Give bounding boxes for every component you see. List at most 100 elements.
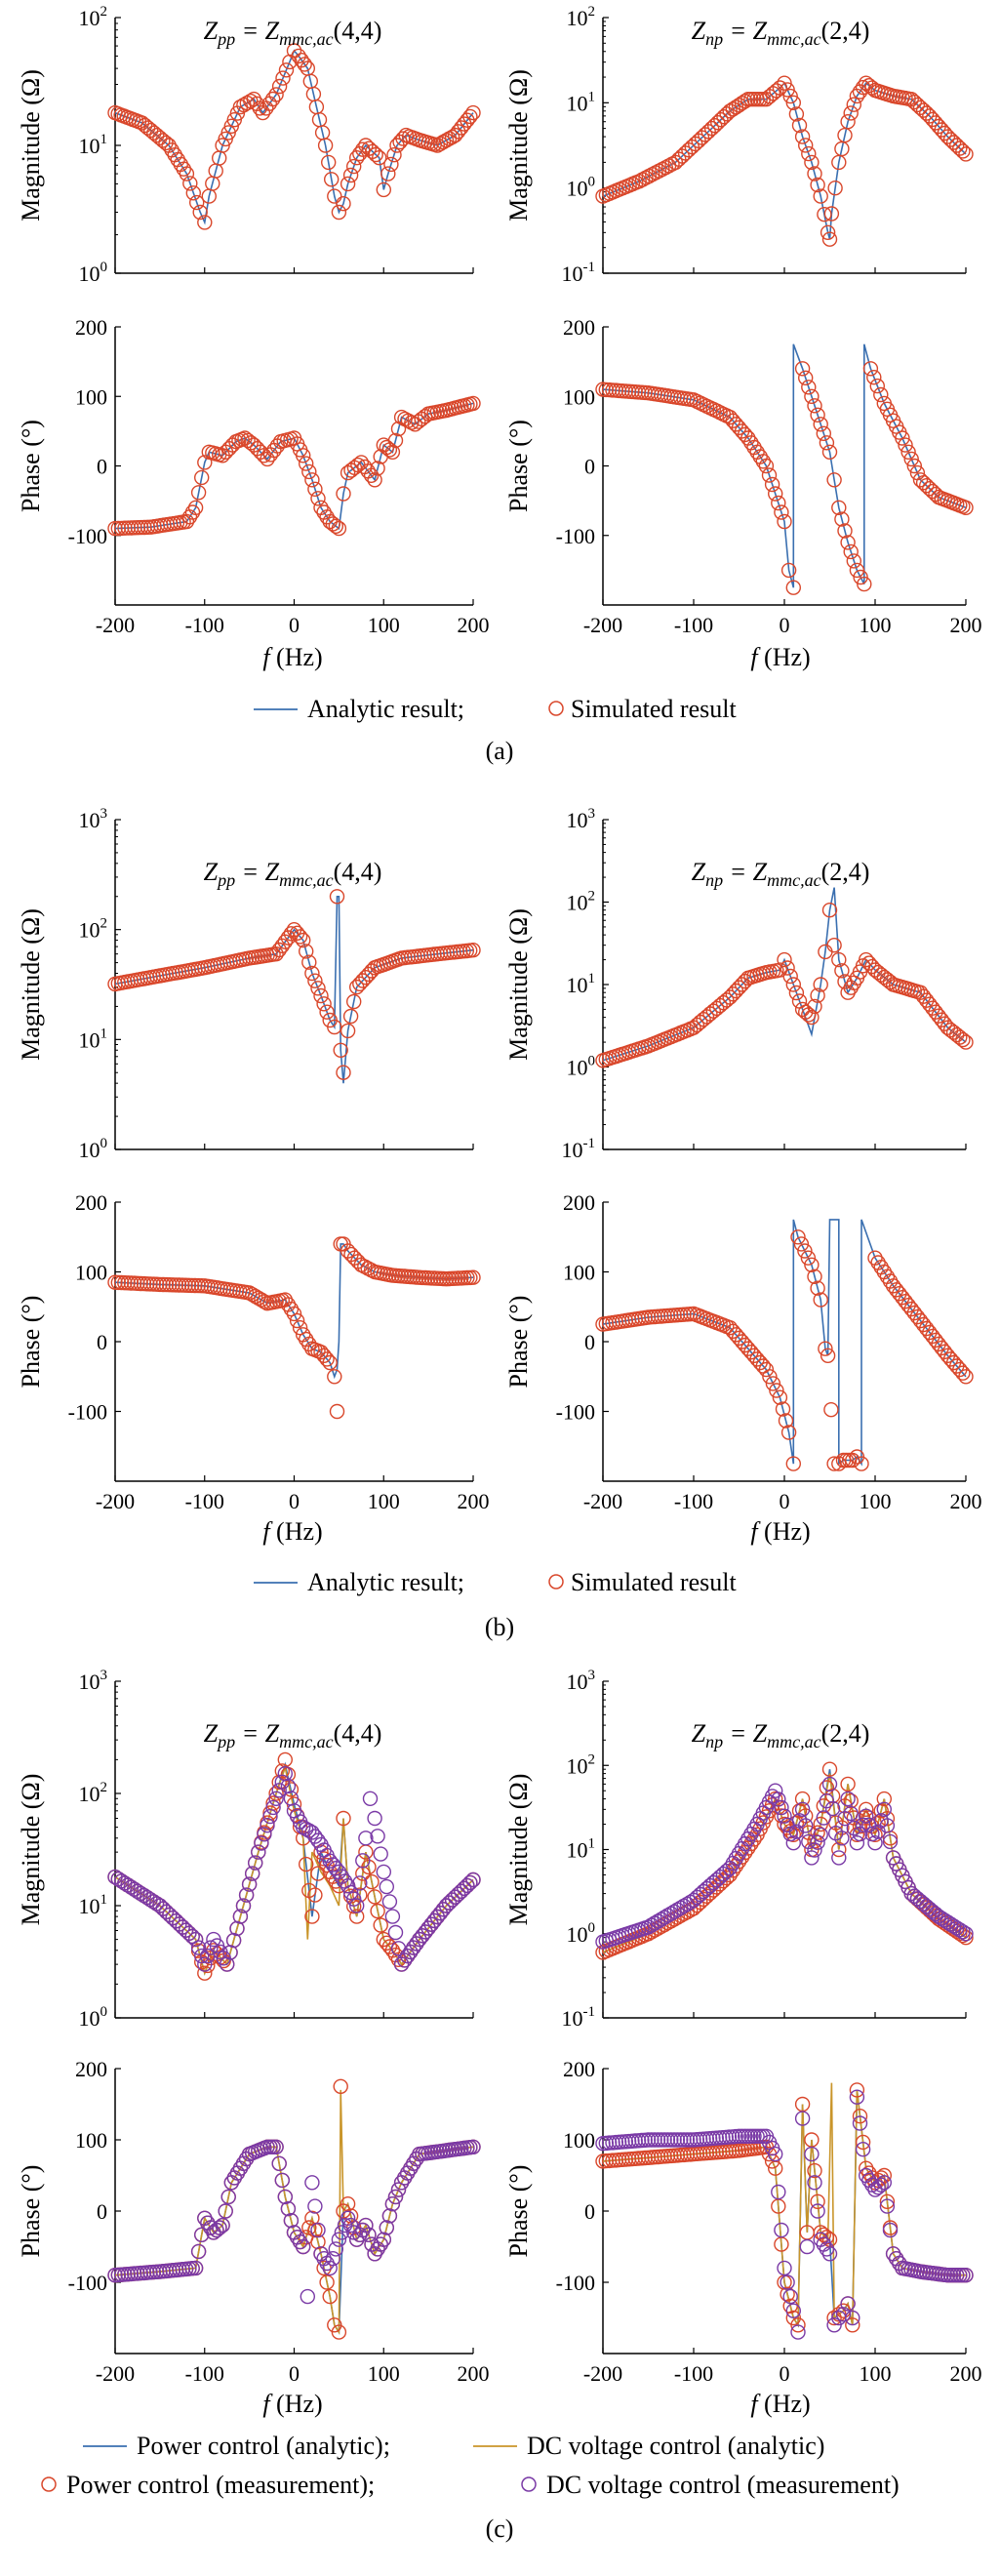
data-point [876,1791,892,1807]
data-point [782,1826,798,1842]
data-point [885,1278,901,1294]
tick-base: 10 [567,6,588,30]
data-point [765,1376,781,1391]
data-point [762,1369,778,1385]
data-point [703,120,720,137]
title-text: Z [692,858,706,886]
data-point [922,996,938,1012]
series-line [114,49,474,225]
data-point [274,2172,290,2189]
tick-base: 10 [562,2006,583,2031]
data-point [368,146,383,163]
x-axis-label: f (Hz) [750,2390,810,2418]
data-point [777,513,792,530]
data-point [794,1801,811,1818]
data-point [432,1905,449,1921]
data-point [327,188,342,204]
data-point [304,1825,320,1840]
data-point [390,1952,407,1968]
data-point [184,1928,200,1945]
data-point [845,2317,860,2333]
data-point [271,942,287,958]
data-point [254,1835,269,1851]
data-point [845,1452,860,1469]
data-point [310,2234,326,2250]
data-point [238,1887,255,1903]
data-point [465,943,481,958]
data-point [465,1872,481,1888]
x-tick-label: -200 [583,613,622,637]
data-point [257,1827,272,1842]
data-point [876,1801,892,1818]
data-point [299,944,314,959]
data-point [816,1810,831,1826]
data-point [387,1924,404,1941]
data-point [381,1894,398,1910]
data-point [346,1891,362,1907]
data-point [296,1831,311,1846]
tick-base: 10 [567,1922,588,1947]
data-layer [107,395,481,537]
plot-title: Znp = Zmmc,ac(2,4) [692,858,870,890]
y-tick-label: 102 [567,1751,596,1778]
data-point [772,1389,788,1405]
data-point [197,215,213,230]
data-point [257,1294,272,1309]
y-axis-label: Magnitude (Ω) [17,1774,45,1926]
data-point [928,1004,943,1020]
data-point [283,2212,300,2229]
x-tick-label: 200 [950,613,982,637]
data-point [840,1791,856,1807]
y-axis-label: Magnitude (Ω) [504,1774,533,1926]
data-point [912,985,929,1000]
data-point [785,580,801,595]
data-point [333,2078,348,2095]
title-text: (2,4) [821,17,870,45]
data-point [821,1761,838,1777]
title-subscript: mmc,ac [767,870,820,890]
data-point [810,2194,825,2210]
data-point [819,435,835,451]
x-tick-label: -200 [96,1489,135,1513]
data-point [876,2175,892,2191]
data-point [780,960,795,976]
data-point [922,1324,938,1341]
data-point [327,1019,342,1035]
data-point [768,2146,783,2162]
tick-base: 10 [567,1753,588,1778]
tick-exponent: 0 [100,2004,108,2020]
data-point [915,1316,932,1333]
x-tick-label: 0 [780,1489,790,1513]
y-tick-label: 100 [79,1136,108,1162]
data-point [826,472,842,488]
data-point [358,1831,374,1846]
data-point [855,2134,871,2151]
tick-base: 10 [79,2006,100,2031]
data-point [387,2189,404,2205]
tick-base: 10 [79,1782,100,1806]
data-point [286,43,302,59]
data-point [843,105,859,121]
legend-circle-swatch [521,2476,537,2492]
data-point [331,204,347,221]
tick-base: 10 [567,808,588,832]
y-tick-label: 101 [79,132,108,158]
data-point [843,1805,859,1822]
data-point [409,1936,424,1952]
y-tick-label: 103 [79,1668,108,1694]
data-point [940,129,956,144]
data-layer [107,2078,481,2340]
data-point [855,79,871,96]
data-point [383,156,399,173]
tick-exponent: 3 [588,806,596,822]
tick-exponent: 1 [100,1892,108,1908]
x-label-unit: (Hz) [276,2390,323,2418]
y-tick-label: 100 [563,2128,595,2153]
plot-title: Zpp = Zmmc,ac(4,4) [204,1719,382,1751]
data-point [319,2274,335,2290]
title-subscript: mmc,ac [279,1732,333,1751]
tick-exponent: 1 [588,1836,596,1852]
title-text: Z [692,17,706,45]
tick-exponent: -1 [583,1136,596,1151]
